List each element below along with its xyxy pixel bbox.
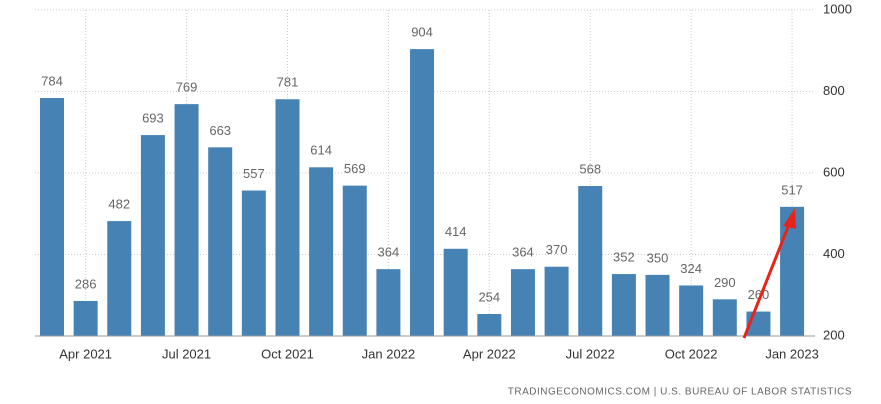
bar xyxy=(208,147,233,336)
source: TRADINGECONOMICS.COM | U.S. BUREAU OF LA… xyxy=(508,387,852,398)
bar xyxy=(611,274,636,336)
value-label: 569 xyxy=(344,161,366,176)
value-label: 324 xyxy=(680,261,702,276)
bar xyxy=(645,274,670,336)
value-label: 254 xyxy=(478,289,500,304)
x-tick-label: Oct 2022 xyxy=(665,346,718,361)
bar xyxy=(73,300,98,336)
y-tick-label: 1000 xyxy=(823,1,852,16)
bar xyxy=(107,221,132,336)
value-label: 414 xyxy=(445,224,467,239)
x-tick-label: Apr 2022 xyxy=(463,346,516,361)
value-label: 290 xyxy=(714,275,736,290)
y-tick-label: 800 xyxy=(823,83,845,98)
value-label: 557 xyxy=(243,166,265,181)
x-tick-label: Oct 2021 xyxy=(261,346,314,361)
bar xyxy=(578,186,603,336)
x-tick-label: Apr 2021 xyxy=(59,346,112,361)
value-label: 614 xyxy=(310,143,332,158)
value-label: 350 xyxy=(647,250,669,265)
value-label: 781 xyxy=(277,75,299,90)
bar xyxy=(174,104,199,336)
bar xyxy=(140,135,165,336)
value-label: 568 xyxy=(579,161,601,176)
value-label: 904 xyxy=(411,25,433,40)
bar xyxy=(443,248,468,336)
bar xyxy=(309,167,334,336)
value-label: 286 xyxy=(75,276,97,291)
bar xyxy=(241,190,266,336)
bar xyxy=(544,266,569,336)
value-label: 784 xyxy=(41,73,63,88)
value-label: 663 xyxy=(209,123,231,138)
value-label: 352 xyxy=(613,249,635,264)
value-label: 693 xyxy=(142,111,164,126)
bar xyxy=(477,313,502,336)
annotation-arrow xyxy=(742,221,792,339)
bar xyxy=(275,99,300,337)
bar xyxy=(40,98,64,337)
value-label: 517 xyxy=(781,182,803,197)
y-tick-label: 600 xyxy=(823,164,845,179)
bar xyxy=(376,269,401,336)
bar xyxy=(342,185,367,336)
value-label: 364 xyxy=(378,245,400,260)
x-tick-label: Jul 2022 xyxy=(566,346,615,361)
bar xyxy=(679,285,704,336)
annotation-arrowhead xyxy=(783,208,796,229)
bar xyxy=(780,206,805,336)
bar xyxy=(712,299,737,336)
value-label: 370 xyxy=(546,242,568,257)
value-label: 364 xyxy=(512,245,534,260)
y-tick-label: 400 xyxy=(823,246,845,261)
x-tick-label: Jul 2021 xyxy=(162,346,211,361)
value-label: 769 xyxy=(176,80,198,95)
x-tick-label: Jan 2022 xyxy=(362,346,416,361)
y-tick-label: 200 xyxy=(823,327,845,342)
x-tick-label: Jan 2023 xyxy=(765,346,819,361)
bar xyxy=(510,269,535,336)
bar xyxy=(410,49,435,337)
value-label: 482 xyxy=(108,197,130,212)
